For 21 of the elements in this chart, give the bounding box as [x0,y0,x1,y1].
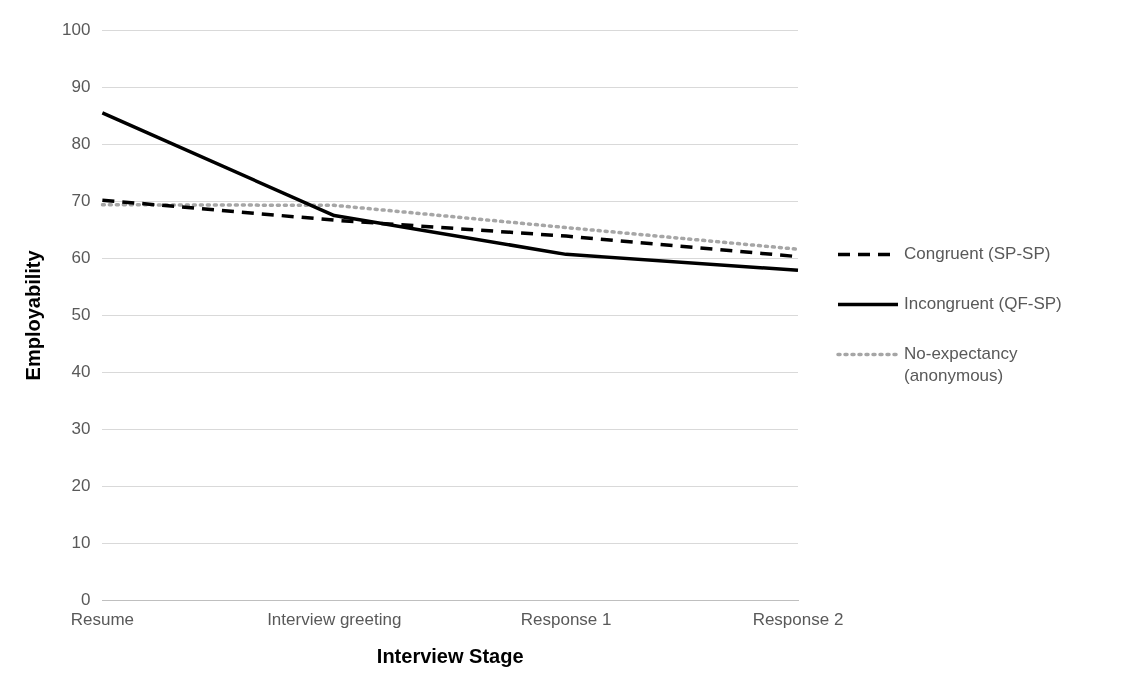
y-tick-label: 80 [71,133,91,153]
y-tick-label: 10 [71,533,91,553]
line-series [100,202,800,251]
y-axis-title: Employability [21,249,44,381]
y-tick-label: 0 [80,590,91,610]
y-tick-label: 50 [71,305,91,325]
legend-label: No-expectancy (anonymous) [904,344,1018,386]
x-tick-label: Interview greeting [267,610,402,630]
y-tick-label: 90 [71,76,91,96]
x-tick-label: Resume [70,610,135,630]
legend-label: Incongruent (QF-SP) [904,294,1062,314]
y-tick-label: 20 [71,476,91,496]
y-tick-label: 100 [61,19,91,39]
x-axis-title: Interview Stage [376,644,524,667]
x-tick-label: Response 2 [752,610,844,630]
y-tick-label: 70 [71,191,91,211]
legend-label: Congruent (SP-SP) [904,244,1051,264]
y-tick-label: 30 [71,419,91,439]
x-tick-label: Response 1 [520,610,612,630]
y-tick-label: 40 [71,362,91,382]
y-tick-label: 60 [71,248,91,268]
